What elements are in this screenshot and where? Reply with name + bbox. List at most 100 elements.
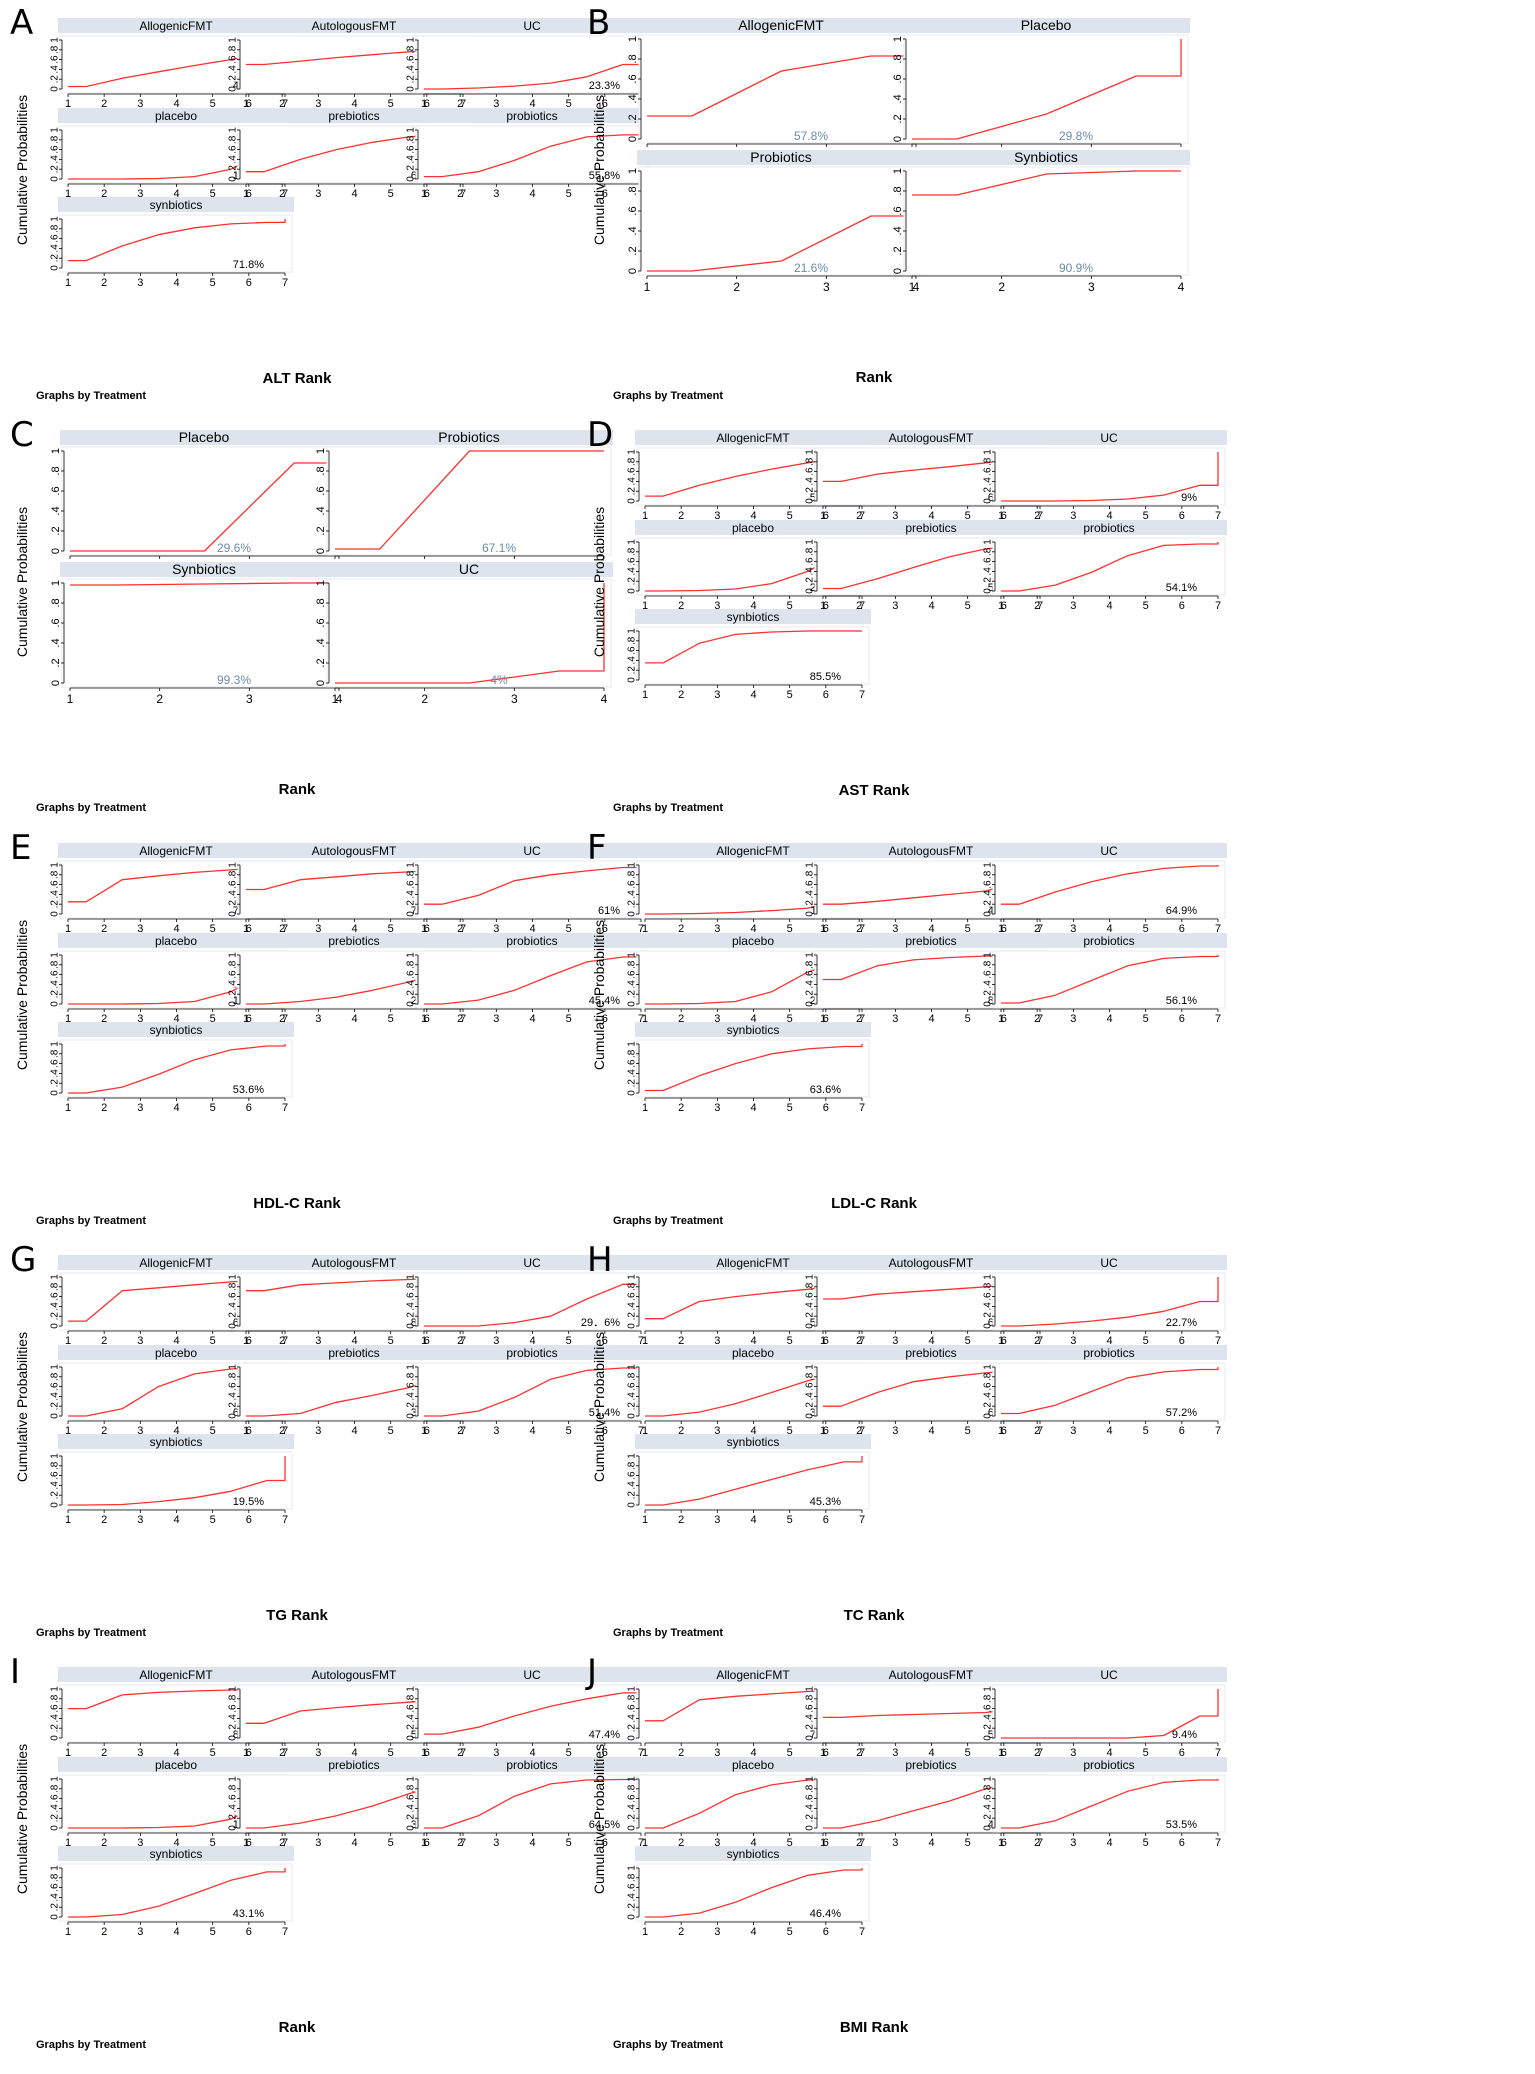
y-tick-label: .8 [50, 135, 61, 144]
y-tick-label: .2 [228, 990, 239, 999]
x-tick-label: 3 [714, 1335, 720, 1347]
y-tick-label: .8 [228, 45, 239, 54]
x-tick-label: 4 [351, 1837, 357, 1849]
x-tick-label: 2 [101, 188, 107, 200]
y-tick-label: .2 [50, 990, 61, 999]
subplot-strip [60, 430, 348, 445]
subplot-title: prebiotics [905, 1346, 956, 1360]
x-tick-label: 5 [787, 600, 793, 612]
x-tick-label: 2 [101, 1335, 107, 1347]
plot-frame [326, 578, 612, 688]
x-tick-label: 4 [750, 1926, 756, 1938]
subplot-probiotics: probiotics 0 .2.4.6.8 1 1 2 3 4 5 6 7 54.1% [983, 520, 1227, 612]
x-tick-label: 5 [1143, 1747, 1149, 1759]
y-tick-label: .4 [805, 567, 816, 576]
x-tick-label: 1 [642, 1335, 648, 1347]
y-tick-label: .2 [627, 1079, 638, 1088]
y-tick-label: 1 [983, 1776, 994, 1782]
y-tick-label: .4 [50, 980, 61, 989]
x-tick-label: 1 [998, 1747, 1004, 1759]
x-tick-label: 2 [678, 1747, 684, 1759]
x-tick-label: 5 [210, 98, 216, 110]
y-tick-label: .4 [983, 1392, 994, 1401]
panel-letter: C [10, 415, 34, 455]
x-tick-label: 3 [137, 1335, 143, 1347]
y-tick-label: .2 [50, 1724, 61, 1733]
x-tick-label: 7 [1037, 600, 1043, 612]
y-tick-label: .6 [50, 1382, 61, 1391]
y-tick-label: .8 [627, 1873, 638, 1882]
panel-g: G Cumulative Probabilities Graphs by Treat… [10, 1240, 650, 1639]
y-tick-label: .8 [228, 960, 239, 969]
y-tick-label: .6 [50, 145, 61, 154]
subplot-strip [58, 1667, 294, 1682]
x-tick-label: 2 [856, 1013, 862, 1025]
y-tick-label: 0 [627, 1090, 638, 1096]
y-tick-label: .4 [892, 226, 904, 235]
y-tick-label: .4 [627, 656, 638, 665]
subplot-strip [813, 843, 1049, 858]
y-tick-label: 0 [50, 1001, 61, 1007]
x-tick-label: 3 [714, 1747, 720, 1759]
y-tick-label: .8 [406, 135, 417, 144]
x-tick-label: 4 [173, 98, 179, 110]
y-tick-label: .4 [50, 506, 62, 515]
x-tick-label: 5 [787, 1514, 793, 1526]
x-tick-label: 4 [173, 1335, 179, 1347]
y-tick-label: .6 [50, 1794, 61, 1803]
plot-frame [636, 1863, 870, 1922]
subplot-strip [991, 1667, 1227, 1682]
sucra-label: 90.9% [1059, 261, 1093, 275]
x-tick-label: 6 [246, 277, 252, 289]
x-tick-label: 3 [714, 600, 720, 612]
y-tick-label: 0 [805, 1323, 816, 1329]
y-tick-label: .2 [406, 990, 417, 999]
x-tick-label: 3 [1070, 600, 1076, 612]
x-tick-label: 1 [644, 280, 651, 294]
y-tick-label: 0 [983, 1735, 994, 1741]
x-tick-label: 5 [210, 1747, 216, 1759]
x-tick-label: 5 [787, 1425, 793, 1437]
x-tick-label: 6 [602, 1747, 608, 1759]
x-tick-label: 1 [65, 1335, 71, 1347]
y-tick-label: .6 [228, 1382, 239, 1391]
x-tick-label: 6 [246, 188, 252, 200]
y-tick-label: .2 [315, 526, 327, 535]
x-tick-label: 3 [493, 188, 499, 200]
x-tick-label: 6 [602, 188, 608, 200]
x-tick-label: 1 [243, 1013, 249, 1025]
x-tick-label: 7 [1215, 1335, 1221, 1347]
y-tick-label: 0 [627, 268, 639, 274]
subplot-uc: UC 0 .2 .4 .6 .8 1 1 2 3 4 4% [315, 561, 613, 706]
y-tick-label: .8 [805, 1694, 816, 1703]
y-tick-label: 1 [805, 1686, 816, 1692]
x-tick-label: 6 [424, 923, 430, 935]
x-tick-label: 4 [750, 689, 756, 701]
x-tick-label: 5 [1143, 1837, 1149, 1849]
subplot-title: Placebo [1021, 17, 1072, 33]
x-tick-label: 4 [928, 1335, 934, 1347]
y-tick-label: .4 [50, 1804, 61, 1813]
x-tick-label: 3 [892, 1335, 898, 1347]
x-tick-label: 3 [315, 98, 321, 110]
y-tick-label: .2 [627, 990, 638, 999]
x-tick-label: 7 [859, 1335, 865, 1347]
subplot-title: synbiotics [150, 1847, 203, 1861]
x-tick-label: 4 [173, 1425, 179, 1437]
y-tick-label: 0 [805, 1825, 816, 1831]
x-tick-label: 7 [859, 1837, 865, 1849]
y-tick-label: .4 [805, 980, 816, 989]
subplot-title: UC [1100, 1256, 1118, 1270]
y-axis-label: Cumulative Probabilities [14, 1744, 30, 1894]
panel-letter: F [587, 828, 607, 868]
y-tick-label: .2 [805, 900, 816, 909]
subplot-title: probiotics [1083, 1758, 1134, 1772]
y-tick-label: .4 [406, 1392, 417, 1401]
y-tick-label: .6 [805, 1382, 816, 1391]
x-tick-label: 4 [928, 1837, 934, 1849]
y-tick-label: .2 [805, 1312, 816, 1321]
plot-frame [59, 1863, 293, 1922]
x-tick-label: 1 [421, 98, 427, 110]
x-tick-label: 6 [424, 188, 430, 200]
x-tick-label: 2 [1034, 1013, 1040, 1025]
